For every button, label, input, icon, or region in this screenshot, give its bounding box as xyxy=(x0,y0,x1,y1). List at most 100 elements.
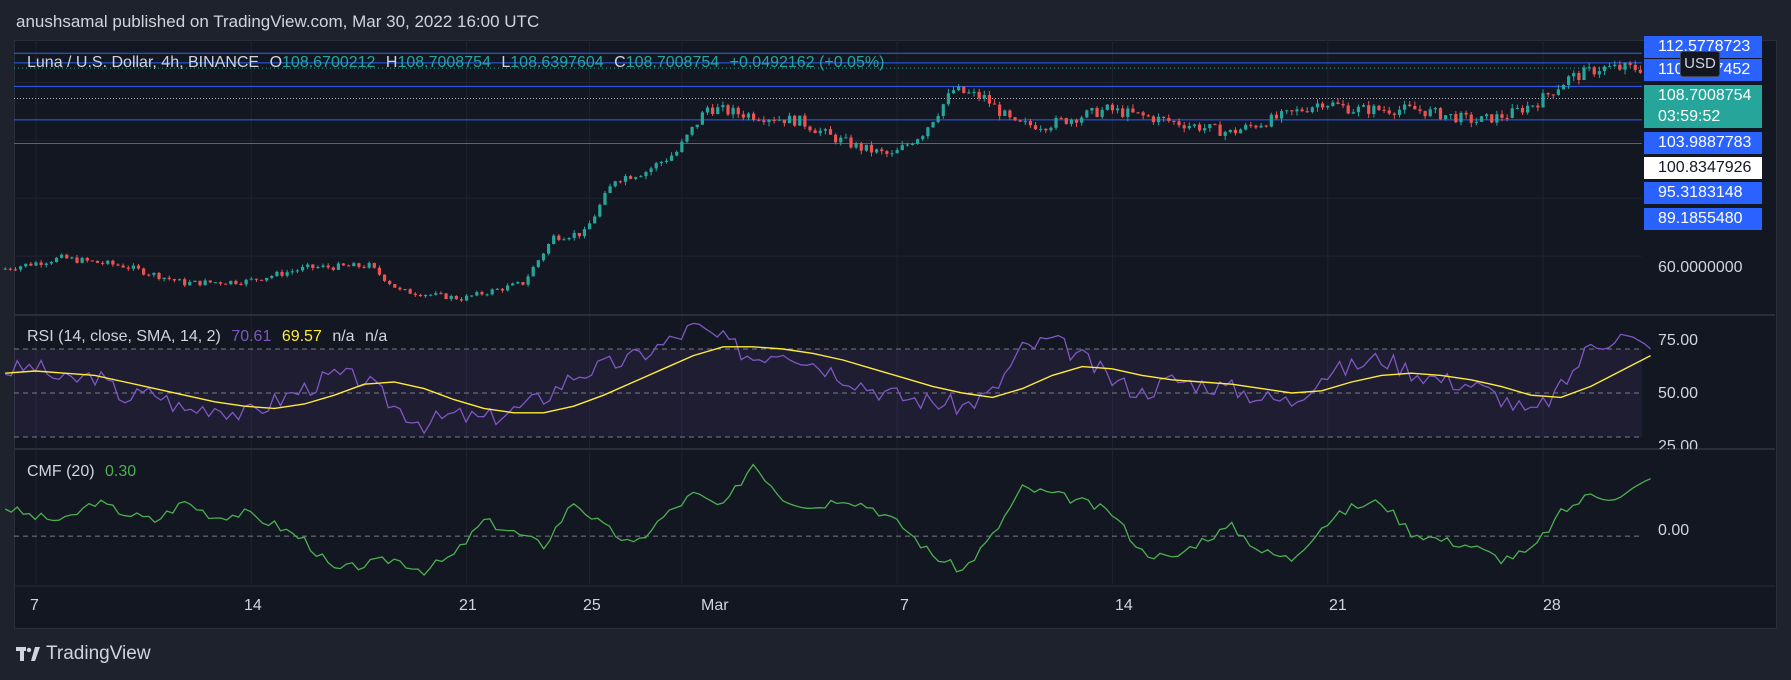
candle-up xyxy=(1567,76,1571,85)
candle-down xyxy=(757,119,761,121)
candle-up xyxy=(1526,105,1530,113)
candle-up xyxy=(270,275,274,278)
candle-down xyxy=(1346,105,1350,114)
low-value: 108.6397604 xyxy=(510,54,604,71)
candle-up xyxy=(910,143,915,145)
candle-down xyxy=(987,94,992,104)
candle-down xyxy=(1469,114,1473,123)
level-tag-1: 112.5778723 xyxy=(1644,36,1762,58)
candle-up xyxy=(1310,107,1314,113)
time-tick: 14 xyxy=(1115,597,1133,614)
candle-down xyxy=(1454,114,1458,123)
tradingview-logo[interactable]: TradingView xyxy=(16,643,151,665)
candle-down xyxy=(1382,109,1386,111)
candle-down xyxy=(1274,114,1279,119)
candle-down xyxy=(326,265,330,268)
candle-up xyxy=(695,124,699,127)
main-legend: Luna / U.S. Dollar, 4h, BINANCE O108.670… xyxy=(27,54,890,72)
candle-up xyxy=(864,144,868,151)
candle-up xyxy=(19,266,23,270)
candle-up xyxy=(1049,127,1053,131)
candle-up xyxy=(567,238,571,240)
candle-up xyxy=(705,107,710,113)
candle-down xyxy=(885,151,889,154)
rsi-tick-50: 50.00 xyxy=(1658,385,1699,402)
candle-down xyxy=(39,262,43,265)
candle-up xyxy=(941,104,945,116)
candle-up xyxy=(1572,73,1576,77)
candle-up xyxy=(1531,105,1535,107)
chart-frame[interactable] xyxy=(14,40,1777,629)
candle-up xyxy=(1269,114,1273,127)
candle-down xyxy=(347,265,351,267)
candle-up xyxy=(367,263,371,268)
candle-down xyxy=(741,114,745,118)
candle-down xyxy=(1577,73,1581,81)
candle-down xyxy=(1336,102,1340,104)
candle-up xyxy=(1561,84,1566,90)
candle-up xyxy=(1259,125,1263,128)
candle-down xyxy=(459,299,464,301)
horizontal-levels xyxy=(14,52,1642,144)
candle-down xyxy=(1167,117,1171,121)
candle-down xyxy=(90,260,94,262)
candle-up xyxy=(1372,105,1376,114)
cmf-legend[interactable]: CMF (20) 0.30 xyxy=(27,463,142,481)
candle-down xyxy=(1377,105,1381,110)
candle-down xyxy=(1110,104,1115,111)
candle-up xyxy=(464,295,469,301)
candle-up xyxy=(823,129,827,131)
candle-up xyxy=(526,276,530,285)
candle-up xyxy=(1126,108,1130,117)
candle-down xyxy=(1341,103,1345,106)
candle-up xyxy=(936,115,940,123)
candle-up xyxy=(1003,110,1007,116)
candle-up xyxy=(44,263,48,265)
level-tag-3: 103.9887783 xyxy=(1644,132,1762,154)
candle-up xyxy=(875,149,879,153)
candle-up xyxy=(1090,108,1094,111)
candle-up xyxy=(946,93,951,105)
candle-up xyxy=(1156,116,1161,123)
cmf-value: 0.30 xyxy=(105,463,137,480)
candle-up xyxy=(767,119,771,123)
candle-down xyxy=(418,294,423,297)
candle-up xyxy=(1100,109,1104,117)
candle-down xyxy=(480,292,484,295)
candle-down xyxy=(1536,105,1540,108)
candle-down xyxy=(1033,125,1038,130)
rsi-legend[interactable]: RSI (14, close, SMA, 14, 2) 70.61 69.57 … xyxy=(27,328,393,346)
candle-down xyxy=(762,120,766,123)
candle-up xyxy=(680,141,684,152)
close-label: C xyxy=(614,54,626,71)
candle-up xyxy=(649,168,653,173)
candle-up xyxy=(623,176,628,182)
currency-button[interactable]: USD xyxy=(1680,51,1720,77)
candle-down xyxy=(998,104,1002,116)
candle-down xyxy=(167,277,171,280)
candle-down xyxy=(577,232,581,237)
candle-down xyxy=(1162,116,1166,118)
candle-down xyxy=(992,103,997,105)
change-value: +0.0492162 (+0.05%) xyxy=(729,54,885,71)
candle-up xyxy=(644,172,648,177)
candle-up xyxy=(700,112,704,125)
candle-down xyxy=(1320,103,1325,108)
candle-down xyxy=(136,265,141,269)
candle-down xyxy=(1592,67,1596,75)
candle-down xyxy=(13,269,18,271)
candle-up xyxy=(70,257,74,259)
candle-up xyxy=(900,145,904,151)
candle-down xyxy=(1028,121,1033,126)
candle-up xyxy=(541,253,546,261)
candle-up xyxy=(275,271,279,276)
candle-down xyxy=(618,181,622,183)
candle-down xyxy=(362,266,366,268)
candle-up xyxy=(131,265,135,269)
rsi-na-1: n/a xyxy=(332,328,355,345)
candle-down xyxy=(454,295,458,300)
candle-up xyxy=(352,263,356,267)
candle-down xyxy=(1182,125,1186,129)
candle-down xyxy=(500,288,505,291)
